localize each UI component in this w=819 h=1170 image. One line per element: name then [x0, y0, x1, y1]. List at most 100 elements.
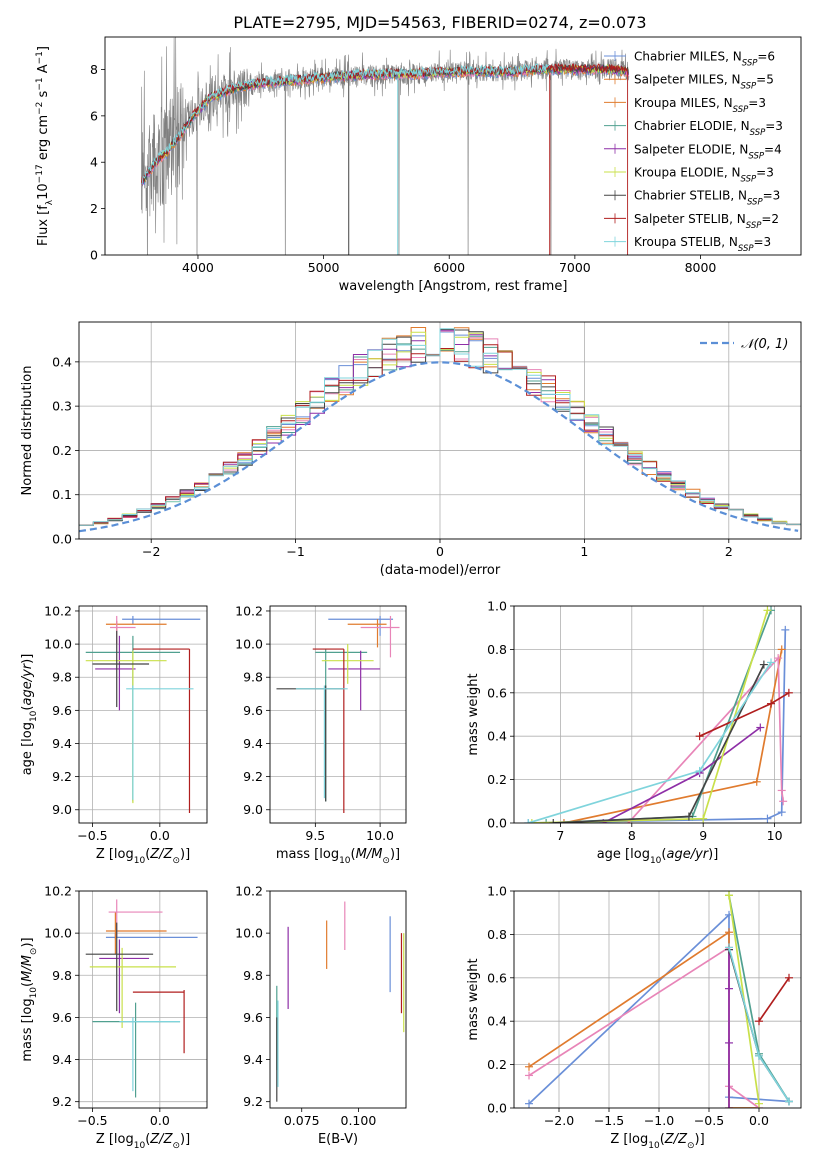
weight-series — [758, 977, 790, 1022]
x-tick-label: −0.5 — [77, 1113, 107, 1128]
y-tick-label: 0.0 — [52, 532, 72, 547]
plot-area-mass-vs-Z — [79, 891, 207, 1108]
y-tick-label: 2 — [90, 201, 98, 216]
model-estimate — [85, 650, 167, 804]
axes-frame — [269, 605, 407, 824]
residual-histogram — [79, 328, 801, 526]
gaussian-curve — [79, 361, 799, 533]
model-estimate — [109, 615, 136, 645]
weight-point — [695, 732, 704, 741]
weight-point — [725, 891, 733, 900]
y-axis-label: mass [log10(M/M⊙)] — [20, 937, 39, 1061]
model-estimate — [105, 912, 167, 955]
weight-point — [725, 928, 733, 937]
weight-series — [528, 930, 759, 1108]
weight-point — [725, 984, 733, 993]
y-tick-label: 0.1 — [52, 487, 72, 502]
x-tick-label: 5000 — [308, 260, 340, 275]
axes-weight-vs-Z: −2.0 −1.5 −1.0 −0.5 0.0 0.0 0.2 0.4 0.6 0.8 1.0 Z [… — [466, 884, 802, 1151]
y-tick-label: 10.2 — [44, 884, 72, 899]
y-tick-label: 9.8 — [52, 968, 72, 983]
weight-point — [549, 819, 558, 823]
model-estimate — [95, 635, 136, 711]
legend-label: Chabrier STELIB, NSSP=3 — [634, 189, 780, 208]
weight-point — [755, 1099, 763, 1108]
axes-frame — [269, 890, 407, 1109]
gridlines — [79, 606, 207, 823]
x-axis-label: Z [log10(Z/Z⊙)] — [96, 847, 190, 866]
weight-point — [774, 654, 783, 663]
model-estimate — [315, 649, 368, 802]
axes-frame — [513, 605, 802, 824]
y-tick-label: 10.0 — [235, 926, 263, 941]
x-tick-label: −0.5 — [694, 1113, 724, 1128]
legend-label: 𝒩(0, 1) — [741, 337, 788, 352]
weight-point — [756, 723, 765, 732]
x-tick-label: 7 — [556, 828, 564, 843]
y-tick-label: 10.2 — [235, 603, 263, 618]
model-estimate — [92, 630, 150, 708]
y-tick-label: 0.8 — [487, 927, 507, 942]
weight-point — [777, 786, 786, 795]
legend-label: Kroupa STELIB, NSSP=3 — [634, 235, 771, 254]
weight-point — [525, 1062, 533, 1071]
model-estimate — [89, 947, 177, 1028]
weight-point — [725, 943, 733, 952]
model-estimate — [85, 922, 154, 1012]
y-tick-label: 9.2 — [52, 1094, 72, 1109]
weight-point — [524, 819, 533, 823]
model-estimate — [92, 1002, 181, 1098]
weight-point — [781, 625, 790, 634]
y-tick-label: 9.0 — [243, 802, 263, 817]
x-tick-label: 7000 — [559, 260, 591, 275]
weight-point — [777, 808, 786, 817]
axes-weight-vs-age: 7 8 9 10 0.0 0.2 0.4 0.6 0.8 1.0 age [log10(age/yr… — [466, 599, 802, 866]
weight-point — [559, 819, 568, 823]
weight-point — [725, 1038, 733, 1047]
y-tick-label: 0.3 — [52, 399, 72, 414]
plot-area-residuals — [79, 322, 801, 539]
plot-area-age-vs-Z — [79, 606, 207, 823]
y-tick-label: 9.0 — [52, 802, 72, 817]
x-tick-label: 9.5 — [305, 828, 325, 843]
model-estimate — [132, 990, 185, 1054]
axes-mass-vs-EBV: 0.075 0.100 9.2 9.4 9.6 9.8 10.0 10.2 E(B-V) — [235, 884, 407, 1147]
axes-frame — [513, 890, 802, 1109]
x-tick-label: −2 — [142, 544, 160, 559]
axes-mass-vs-Z: −0.5 0.0 9.2 9.4 9.6 9.8 10.0 10.2 Z [log10(Z/Z⊙… — [20, 884, 208, 1151]
weight-point — [785, 973, 793, 982]
x-tick-label: 4000 — [182, 260, 214, 275]
spectrum-legend: Chabrier MILES, NSSP=6 Salpeter MILES, NS… — [604, 50, 783, 254]
y-tick-label: 9.2 — [52, 769, 72, 784]
gridlines — [79, 891, 207, 1108]
weight-point — [763, 606, 772, 615]
x-tick-label: −0.5 — [77, 828, 107, 843]
residual-legend: 𝒩(0, 1) — [700, 337, 788, 352]
model-estimate — [122, 615, 201, 625]
weight-point — [755, 1017, 763, 1026]
weight-point — [752, 777, 761, 786]
axes-residuals: −2 −1 0 1 2 0.0 0.1 0.2 0.3 0.4 (data-model)/error… — [20, 321, 802, 578]
x-tick-label: −1.5 — [594, 1113, 624, 1128]
weight-series — [528, 945, 760, 1108]
axes-frame — [78, 605, 208, 824]
axes-frame — [78, 890, 208, 1109]
y-tick-label: 9.8 — [243, 670, 263, 685]
x-tick-label: 1 — [580, 544, 588, 559]
model-estimate — [360, 615, 400, 658]
y-tick-label: 0.2 — [487, 772, 507, 787]
model-estimate — [105, 933, 198, 940]
y-tick-label: 9.4 — [243, 736, 263, 751]
plot-area-weight-vs-Z — [514, 891, 801, 1108]
y-tick-label: 9.4 — [52, 1052, 72, 1067]
figure-title: PLATE=2795, MJD=54563, FIBERID=0274, z=0… — [233, 13, 646, 32]
model-estimate — [328, 615, 394, 636]
x-tick-label: 2 — [725, 544, 733, 559]
model-estimate — [312, 648, 345, 814]
weight-point — [784, 688, 793, 697]
y-tick-label: 9.4 — [243, 1052, 263, 1067]
plot-area-spectrum — [140, 37, 630, 255]
y-tick-label: 0.0 — [487, 1101, 507, 1116]
x-tick-label: −1.0 — [644, 1113, 674, 1128]
y-tick-label: 9.2 — [243, 769, 263, 784]
